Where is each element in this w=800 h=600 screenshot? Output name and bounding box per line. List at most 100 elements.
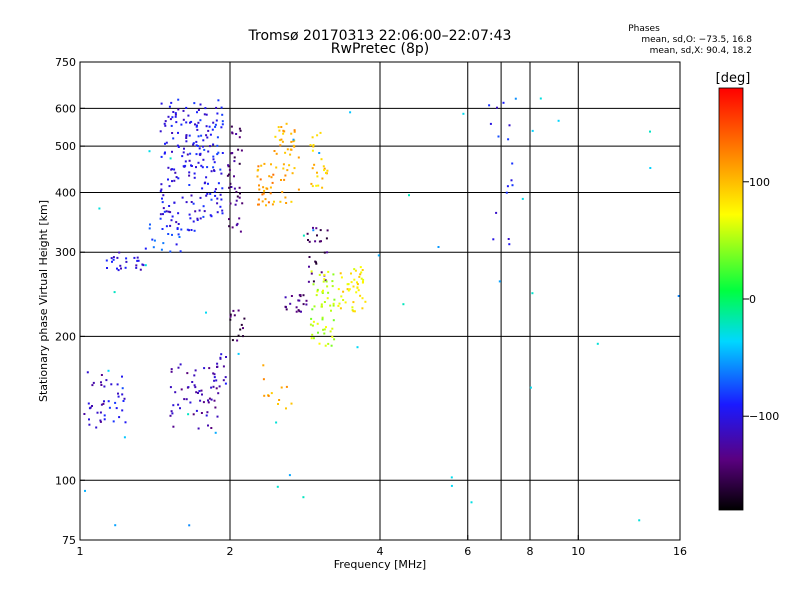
echo-point <box>230 125 233 128</box>
echo-point <box>206 136 209 139</box>
chart-title: Tromsø 20170313 22:06:00–22:07:43 <box>248 28 512 44</box>
echo-point <box>221 209 224 212</box>
echo-point <box>638 519 641 522</box>
echo-point <box>256 175 259 178</box>
echo-point <box>209 145 211 148</box>
echo-point <box>321 186 324 189</box>
echo-point <box>117 392 119 395</box>
echo-point <box>195 125 198 128</box>
echo-point <box>234 203 237 206</box>
echo-point <box>188 213 191 216</box>
echo-point <box>237 334 240 337</box>
echo-point <box>288 474 291 477</box>
echo-point <box>118 416 121 419</box>
echo-point <box>649 130 651 133</box>
echo-point <box>353 310 356 313</box>
echo-point <box>211 128 214 131</box>
echo-point <box>182 165 185 168</box>
echo-point <box>148 150 151 153</box>
echo-point <box>292 144 295 147</box>
echo-point <box>185 106 188 109</box>
echo-point <box>313 163 316 166</box>
echo-point <box>171 116 174 119</box>
echo-point <box>495 211 498 214</box>
echo-point <box>311 136 314 139</box>
echo-point <box>309 323 312 326</box>
echo-point <box>215 387 218 390</box>
echo-point <box>312 283 315 286</box>
echo-point <box>332 319 335 322</box>
echo-point <box>197 121 200 124</box>
echo-point <box>325 237 328 240</box>
echo-point <box>170 410 173 413</box>
echo-point <box>316 288 319 291</box>
echo-point <box>190 194 193 197</box>
echo-point <box>91 405 93 407</box>
echo-point <box>100 384 103 386</box>
echo-point <box>357 289 360 292</box>
echo-point <box>497 135 500 138</box>
echo-point <box>305 299 308 302</box>
echo-point <box>175 221 178 224</box>
echo-point <box>185 201 188 204</box>
echo-point <box>218 385 221 388</box>
echo-point <box>278 399 281 401</box>
echo-point <box>205 125 208 128</box>
echo-point <box>161 201 164 204</box>
echo-point <box>309 144 312 147</box>
echo-point <box>210 198 213 201</box>
echo-point <box>508 243 511 246</box>
echo-point <box>227 164 230 167</box>
echo-point <box>102 402 105 405</box>
echo-point <box>114 524 117 527</box>
echo-point <box>330 344 333 347</box>
echo-point <box>450 476 453 479</box>
echo-point <box>231 339 234 342</box>
echo-point <box>280 138 283 141</box>
echo-point <box>229 313 232 316</box>
echo-point <box>216 362 219 365</box>
echo-point <box>233 156 236 159</box>
echo-point <box>270 392 273 395</box>
echo-point <box>123 436 126 439</box>
echo-point <box>321 292 324 294</box>
echo-point <box>284 151 287 154</box>
echo-point <box>111 260 113 263</box>
echo-point <box>258 188 261 191</box>
echo-point <box>196 111 198 114</box>
echo-point <box>121 393 124 396</box>
echo-point <box>84 489 86 492</box>
echo-point <box>272 173 275 176</box>
echo-point <box>330 309 332 312</box>
echo-point <box>175 243 178 246</box>
y-tick-label: 300 <box>55 246 76 259</box>
echo-point <box>315 227 318 230</box>
echo-point <box>290 200 293 203</box>
echo-point <box>208 397 211 400</box>
echo-point <box>172 137 175 140</box>
echo-point <box>224 382 227 385</box>
echo-point <box>193 176 196 179</box>
echo-point <box>220 126 223 129</box>
echo-point <box>302 303 305 306</box>
echo-point <box>89 406 92 409</box>
echo-point <box>323 251 326 254</box>
echo-point <box>205 134 208 137</box>
echo-point <box>207 129 210 132</box>
echo-point <box>160 102 163 105</box>
echo-point <box>188 524 191 527</box>
echo-point <box>302 294 305 297</box>
echo-point <box>207 399 209 402</box>
echo-point <box>187 114 190 117</box>
echo-point <box>213 161 216 164</box>
echo-point <box>219 193 222 196</box>
echo-point <box>353 268 356 271</box>
echo-point <box>529 386 532 389</box>
echo-point <box>135 264 138 267</box>
echo-point <box>470 501 473 504</box>
echo-point <box>312 229 315 232</box>
echo-point <box>121 387 124 390</box>
echo-point <box>316 134 319 137</box>
echo-point <box>320 271 323 274</box>
